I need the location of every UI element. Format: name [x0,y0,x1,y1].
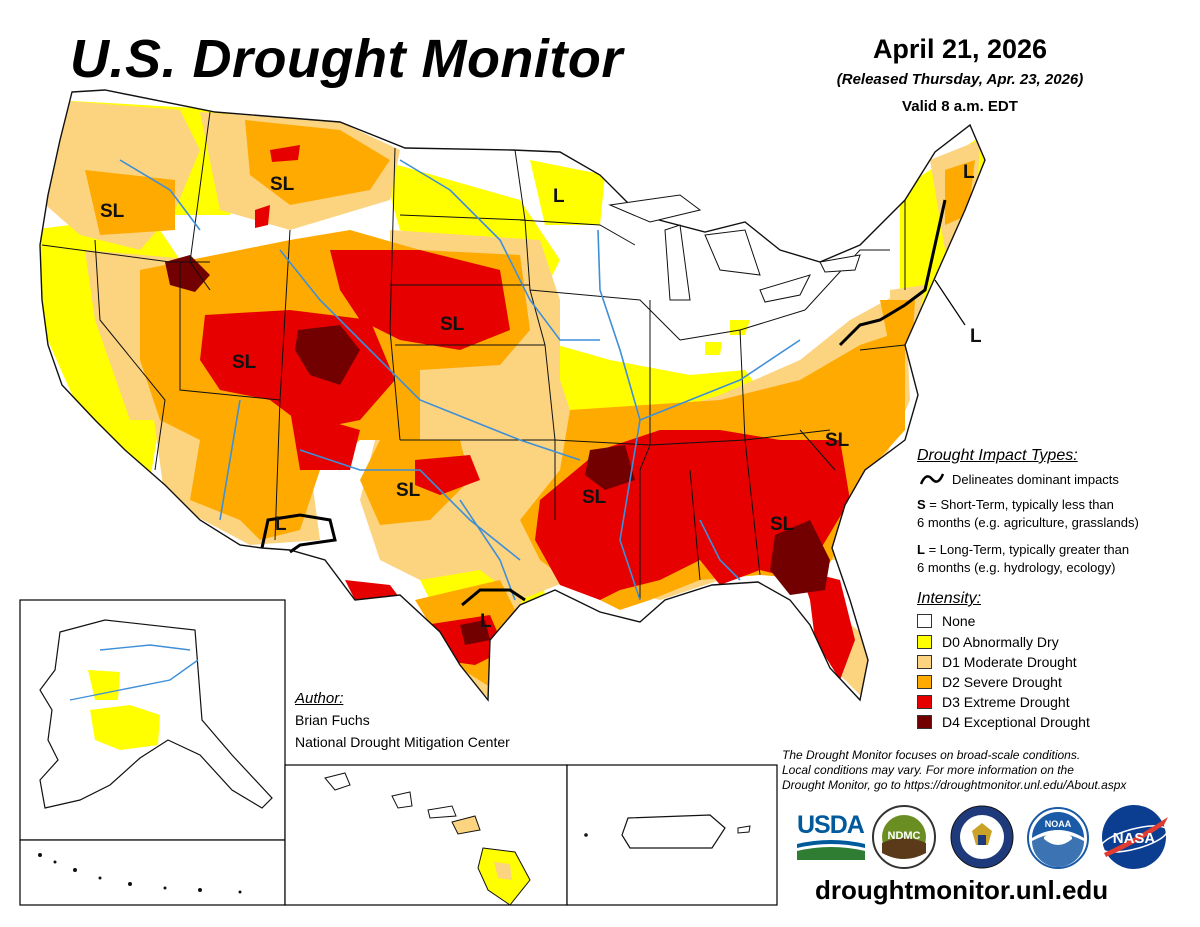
disclaimer-line: Local conditions may vary. For more info… [782,763,1074,777]
big-island-d1 [494,862,512,880]
legend-label: D4 Exceptional Drought [942,714,1090,730]
legend-swatch [917,635,932,649]
region-labels: SL SL L L SL SL L SL SL SL SL L L L [100,162,982,901]
map-label: SL [270,174,295,195]
short-term-text: = Short-Term, typically less than [925,497,1114,512]
noaa-logo-text: NOAA [1045,819,1072,829]
long-term-text-2: 6 months (e.g. hydrology, ecology) [917,560,1116,575]
map-date: April 21, 2026 [872,34,1048,64]
map-label: L [275,514,287,535]
puerto-rico-land [621,814,726,849]
alaska-inset [19,599,286,906]
legend-swatch [917,675,932,689]
map-title: U.S. Drought Monitor [70,29,623,89]
legend-swatch [917,695,932,709]
website-url: droughtmonitor.unl.edu [815,875,1109,905]
ndmc-logo-text: NDMC [888,830,921,842]
legend-item-d4: D4 Exceptional Drought [917,712,1090,732]
impact-types-heading: Drought Impact Types: [917,447,1078,464]
legend-item-d0: D0 Abnormally Dry [917,632,1059,652]
great-lakes [608,194,861,303]
disclaimer-line: The Drought Monitor focuses on broad-sca… [782,748,1081,762]
legend-item-none: None [917,611,975,631]
maui [451,815,481,835]
legend-label: D0 Abnormally Dry [942,634,1059,650]
oahu [391,791,413,809]
legend-swatch [917,715,932,729]
author-heading: Author: [295,690,344,707]
mona-island [584,833,588,837]
hawaii-inset [284,764,568,906]
map-label: SL [582,487,607,508]
legend-label: D1 Moderate Drought [942,654,1077,670]
usda-hills-icon [797,840,865,860]
kauai [324,772,351,791]
legend-item-d2: D2 Severe Drought [917,672,1062,692]
molokai [427,805,457,819]
legend-label: None [942,613,976,629]
disclaimer: The Drought Monitor focuses on broad-sca… [782,748,1192,793]
map-label: L [970,326,982,347]
map-label: SL [770,514,795,535]
conus-outline [39,89,986,702]
legend-item-d3: D3 Extreme Drought [917,692,1070,712]
alaska-d0-areas [88,670,160,750]
drought-areas [40,100,985,700]
short-term-definition: S = Short-Term, typically less than 6 mo… [917,496,1187,532]
aleutian-islands [38,853,242,894]
short-term-key: S [917,497,926,512]
short-term-text-2: 6 months (e.g. agriculture, grasslands) [917,515,1139,530]
usda-logo-text: USDA [797,811,865,839]
legend-item-d1: D1 Moderate Drought [917,652,1077,672]
vieques [737,825,751,834]
release-date: (Released Thursday, Apr. 23, 2026) [836,71,1084,88]
ndmc-seal-icon: NDMC [872,805,936,869]
map-label: SL [396,480,421,501]
disclaimer-line: Drought Monitor, go to https://droughtmo… [782,778,1127,792]
label-leader-line [934,279,966,326]
noaa-seal-icon: NOAA [1027,807,1089,869]
puerto-rico-inset [566,764,778,906]
map-label: SL [440,314,465,335]
long-term-definition: L = Long-Term, typically greater than 6 … [917,541,1187,577]
map-label: SL [825,430,850,451]
legend-label: D2 Severe Drought [942,674,1062,690]
map-label: L [553,186,565,207]
ndmc-logo: NDMC [872,805,936,869]
map-label: L [480,611,492,632]
d4-areas [165,255,830,645]
usda-logo: USDA [797,812,865,862]
legend-swatch [917,655,932,669]
map-label: SL [100,201,125,222]
nasa-logo: NASA [1098,803,1170,871]
conus-map: SL SL L L SL SL L SL SL SL SL L L L [39,89,986,901]
impact-line-description: Delineates dominant impacts [952,472,1119,487]
state-borders [41,111,906,600]
impact-boundaries [260,199,947,607]
nasa-logo-text: NASA [1113,830,1156,847]
author-organization: National Drought Mitigation Center [295,734,510,750]
impact-line-icon [919,473,945,485]
commerce-seal-icon [950,805,1014,869]
aleutians-frame [19,839,286,906]
legend-label: D3 Extreme Drought [942,694,1070,710]
nasa-meatball-icon: NASA [1100,805,1168,869]
commerce-logo [950,805,1014,869]
puerto-rico-frame [566,764,778,906]
legend-swatch [917,614,932,628]
rivers [119,159,801,601]
map-label: L [963,162,975,183]
valid-time: Valid 8 a.m. EDT [902,98,1018,115]
alaska-rivers [69,644,199,701]
map-label: SL [232,352,257,373]
intensity-heading: Intensity: [917,590,982,607]
long-term-text: = Long-Term, typically greater than [924,542,1130,557]
noaa-logo: NOAA [1024,807,1092,869]
long-term-key: L [917,542,925,557]
author-name: Brian Fuchs [295,712,370,728]
